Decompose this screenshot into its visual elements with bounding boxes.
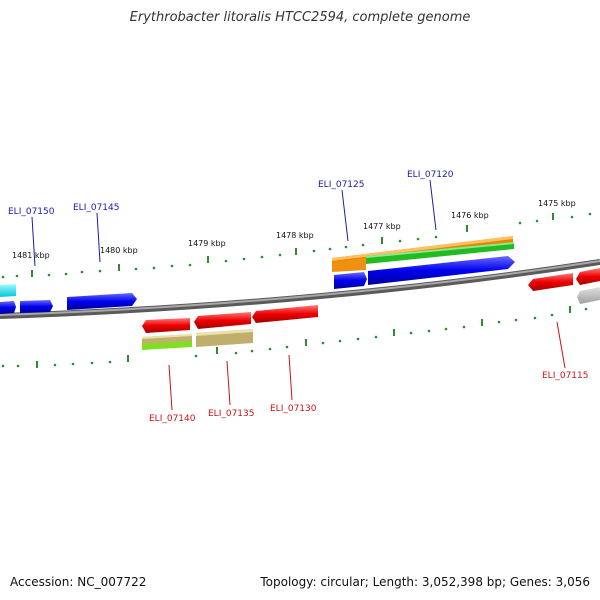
map-title: Erythrobacter litoralis HTCC2594, comple… [129, 10, 471, 25]
gene-lime [142, 341, 192, 350]
kbp-label: 1477 kbp [363, 222, 401, 231]
kbp-label: 1475 kbp [538, 199, 576, 208]
gene-grey [577, 287, 600, 304]
kbp-label: 1476 kbp [451, 211, 489, 220]
kbp-label: 1480 kbp [100, 246, 138, 255]
gene-label: ELI_07150 [8, 207, 55, 217]
gene-red [142, 318, 190, 333]
gene-label: ELI_07125 [318, 180, 365, 190]
gene-label: ELI_07120 [407, 170, 454, 180]
forward-tick-track [1, 212, 592, 279]
gene-label: ELI_07140 [149, 414, 196, 424]
gene-red [528, 273, 573, 291]
gene-blue [0, 301, 16, 314]
reverse-tick-track [1, 306, 588, 368]
gene-cyan [0, 284, 16, 297]
gene-blue [67, 293, 137, 310]
gene-blue [368, 256, 515, 285]
gene-blue [334, 272, 367, 289]
gene-red [194, 312, 251, 329]
gene-red [252, 305, 318, 323]
gene-red [576, 268, 600, 285]
gene-label: ELI_07115 [542, 371, 589, 381]
forward-genes [0, 236, 515, 314]
gene-labels: ELI_07150 ELI_07145 ELI_07125 ELI_07120 … [8, 170, 589, 424]
gene-blue [20, 300, 53, 313]
label-leaders [31, 179, 566, 411]
gene-label: ELI_07130 [270, 404, 317, 414]
kbp-label: 1478 kbp [276, 231, 314, 240]
accession-text: Accession: NC_007722 [10, 575, 147, 589]
gene-label: ELI_07145 [73, 203, 120, 213]
kbp-label: 1479 kbp [188, 239, 226, 248]
reverse-genes [142, 268, 600, 350]
gene-label: ELI_07135 [208, 409, 255, 419]
kbp-label: 1481 kbp [12, 251, 50, 260]
gene-orange [332, 258, 366, 272]
topology-summary: Topology: circular; Length: 3,052,398 bp… [260, 575, 590, 589]
kbp-labels: 1481 kbp 1480 kbp 1479 kbp 1478 kbp 1477… [12, 199, 576, 260]
